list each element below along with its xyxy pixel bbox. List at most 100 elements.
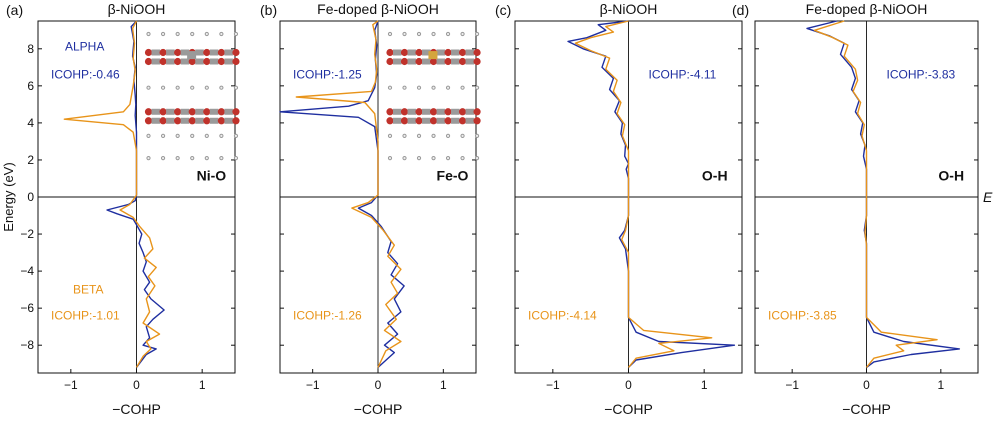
hydrogen-atom [233, 133, 239, 138]
oxygen-atom [174, 48, 182, 57]
hydrogen-atom [190, 155, 195, 161]
oxygen-atom [444, 117, 452, 125]
y-tick-label: 8 [27, 42, 34, 56]
hydrogen-atom [233, 85, 239, 90]
series-line-alpha [106, 20, 165, 368]
hydrogen-atom [219, 133, 224, 138]
oxygen-atom [458, 57, 467, 66]
oxygen-atom [174, 57, 182, 66]
oxygen-atom [386, 48, 394, 57]
hydrogen-atom [474, 133, 480, 138]
x-axis-label: −COHP [354, 401, 403, 417]
panel-letter: (c) [495, 2, 511, 18]
oxygen-atom [415, 57, 423, 66]
oxygen-atom [188, 57, 196, 66]
oxygen-atom [458, 117, 467, 125]
metal-octahedron [407, 49, 417, 56]
oxygen-atom [458, 108, 467, 116]
hydrogen-atom [402, 31, 407, 37]
oxygen-atom [473, 48, 481, 57]
metal-octahedron [436, 49, 446, 56]
y-tick-label: −6 [20, 301, 34, 315]
center-metal-atom [428, 51, 438, 60]
oxygen-atom [473, 108, 481, 116]
hydrogen-atom [416, 85, 422, 90]
metal-octahedron [451, 117, 460, 124]
hydrogen-atom [175, 155, 180, 161]
metal-octahedron [209, 117, 219, 124]
oxygen-atom [203, 57, 211, 66]
panel-title: Fe-doped β-NiOOH [317, 1, 439, 17]
icohp-beta-label: ICOHP:-3.85 [768, 308, 837, 322]
hydrogen-atom [387, 85, 393, 90]
icohp-beta-label: ICOHP:-1.01 [51, 308, 120, 322]
x-tick-label: 1 [701, 378, 708, 392]
oxygen-atom [400, 117, 409, 125]
metal-octahedron [407, 117, 417, 124]
hydrogen-atom [146, 155, 151, 161]
hydrogen-atom [190, 133, 195, 138]
y-tick-label: −2 [20, 227, 34, 241]
metal-octahedron [180, 117, 190, 124]
hydrogen-atom [146, 85, 151, 90]
panel-b: −1 0 1 (b) Fe-doped β-NiOOH −COHP Fe-O ICOHP:-1… [260, 1, 481, 417]
series-line-beta [295, 20, 402, 368]
hydrogen-atom [431, 133, 436, 138]
metal-octahedron [151, 58, 161, 65]
oxygen-atom [232, 117, 240, 125]
hydrogen-atom [387, 31, 393, 37]
icohp-alpha-label: ICOHP:-3.83 [887, 67, 956, 81]
hydrogen-atom [445, 133, 451, 138]
hydrogen-atom [431, 85, 436, 90]
hydrogen-atom [175, 31, 180, 37]
x-tick-label: 1 [937, 378, 944, 392]
icohp-alpha-label: ICOHP:-4.11 [649, 67, 717, 81]
hydrogen-atom [219, 31, 224, 37]
y-tick-label: −8 [20, 338, 34, 352]
series-line-alpha [806, 20, 961, 368]
y-tick-label: 4 [27, 116, 34, 130]
y-tick-label: −4 [20, 264, 34, 278]
metal-octahedron [465, 108, 475, 115]
oxygen-atom [415, 48, 423, 57]
metal-octahedron [393, 49, 402, 56]
metal-octahedron [195, 49, 204, 56]
icohp-beta-label: ICOHP:-4.14 [528, 308, 597, 322]
x-tick-label: −1 [785, 378, 799, 392]
metal-octahedron [436, 58, 446, 65]
icohp-beta-label: ICOHP:-1.26 [293, 308, 362, 322]
hydrogen-atom [474, 155, 480, 161]
oxygen-atom [458, 48, 467, 57]
crystal-structure-inset [386, 31, 481, 161]
metal-octahedron [195, 108, 204, 115]
oxygen-atom [217, 108, 225, 116]
hydrogen-atom [146, 133, 151, 138]
oxygen-atom [174, 108, 182, 116]
metal-octahedron [195, 58, 204, 65]
oxygen-atom [429, 108, 438, 116]
x-tick-label: −1 [64, 378, 78, 392]
crystal-structure-inset [144, 31, 240, 161]
series-line-alpha [567, 20, 736, 368]
x-tick-label: 1 [199, 378, 206, 392]
metal-octahedron [180, 49, 190, 56]
oxygen-atom [429, 117, 438, 125]
series-line-beta [813, 20, 938, 368]
metal-octahedron [436, 117, 446, 124]
metal-octahedron [209, 108, 219, 115]
hydrogen-atom [416, 155, 422, 161]
metal-octahedron [422, 108, 431, 115]
hydrogen-atom [402, 155, 407, 161]
oxygen-atom [144, 57, 153, 66]
oxygen-atom [203, 117, 211, 125]
metal-octahedron [180, 108, 190, 115]
oxygen-atom [415, 117, 423, 125]
metal-octahedron [451, 49, 460, 56]
oxygen-atom [415, 108, 423, 116]
oxygen-atom [473, 117, 481, 125]
hydrogen-atom [474, 31, 480, 37]
x-axis-label: −COHP [112, 401, 161, 417]
hydrogen-atom [431, 155, 436, 161]
metal-octahedron [465, 117, 475, 124]
